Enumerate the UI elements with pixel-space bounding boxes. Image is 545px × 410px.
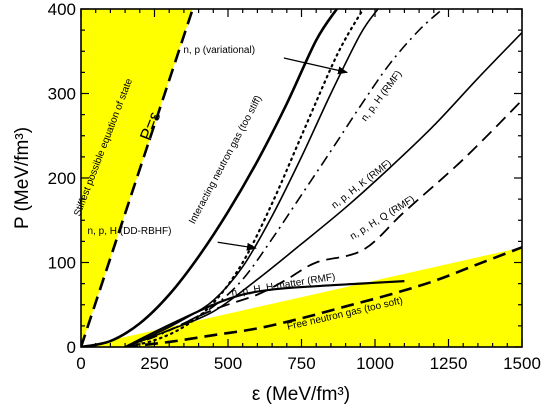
label-npHK-RMF: n, p, H, K (RMF) xyxy=(330,158,394,211)
x-tick-label: 250 xyxy=(140,354,168,373)
series-group xyxy=(81,9,522,347)
y-tick-label: 100 xyxy=(48,254,76,273)
y-tick-label: 400 xyxy=(48,0,76,19)
series-npHK-RMF xyxy=(124,32,522,347)
series-npH-Hmatter xyxy=(124,279,405,347)
arrow-variational xyxy=(283,57,349,75)
x-tick-label: 1000 xyxy=(356,354,394,373)
y-tick-label: 300 xyxy=(48,85,76,104)
y-tick-label: 0 xyxy=(67,338,76,357)
label-npH-RMF: n, p, H (RMF) xyxy=(359,69,404,124)
label-DDRBHF: n, p, H (DD-RBHF) xyxy=(88,226,172,237)
label-interacting: Interacting neutron gas (too stiff) xyxy=(187,94,264,226)
y-tick-label: 200 xyxy=(48,169,76,188)
series-free-neutron xyxy=(124,246,522,347)
x-tick-label: 500 xyxy=(214,354,242,373)
x-axis-title: ε (MeV/fm³) xyxy=(252,384,350,405)
series-npHQ-RMF xyxy=(124,99,522,347)
excluded-regions xyxy=(81,9,522,347)
x-tick-label: 750 xyxy=(287,354,315,373)
series-npH-RMF xyxy=(124,9,444,347)
x-tick-label: 1250 xyxy=(430,354,468,373)
series-interacting-neutron xyxy=(81,9,338,347)
x-tick-label: 1500 xyxy=(503,354,541,373)
axes-group: 0 250 500 750 1000 1250 1500 0 100 200 300 400 xyxy=(48,0,541,373)
region-free-gas-excluded xyxy=(81,247,522,347)
label-variational: n, p (variational) xyxy=(183,45,255,56)
y-axis-title: P (MeV/fm³) xyxy=(12,127,33,229)
series-variational xyxy=(124,9,365,347)
x-tick-label: 0 xyxy=(76,354,85,373)
series-npH-DDRBHF xyxy=(124,9,379,347)
arrow-DDRBHF xyxy=(217,241,257,251)
